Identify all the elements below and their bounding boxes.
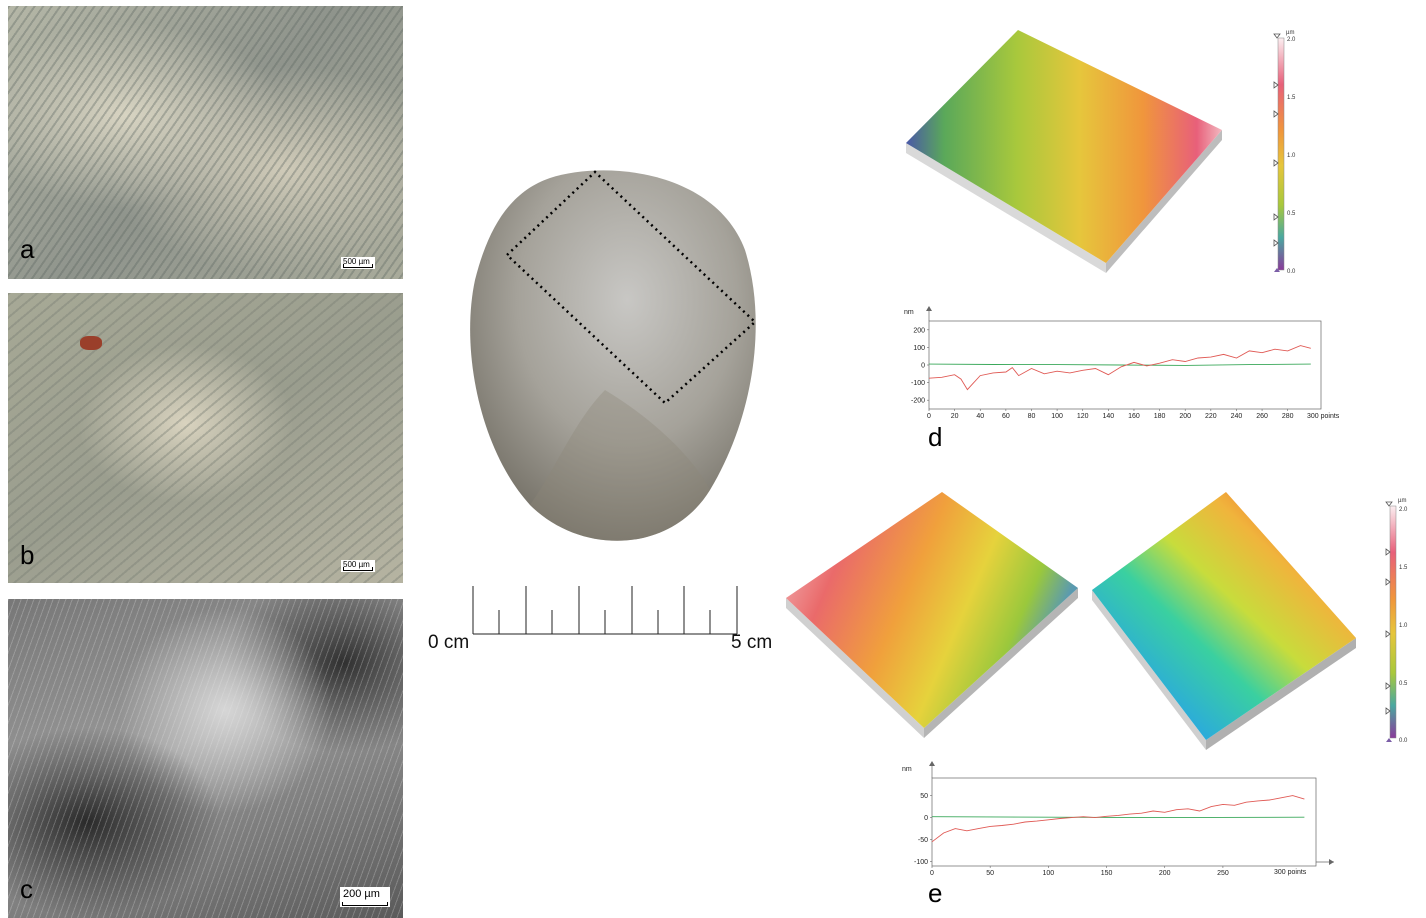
surface-d-side-left [906,143,1106,273]
colorbar-e-tick: 1.0 [1399,623,1408,629]
x-tick-label: 140 [1103,413,1115,420]
colorbar-e-tick: 1.5 [1399,565,1408,571]
x-tick-label: 260 [1256,413,1268,420]
x-tick-label: 240 [1231,413,1243,420]
x-tick-label: 200 [1179,413,1191,420]
surface-e-left-side [786,598,924,738]
surface-3d-d [906,30,1222,273]
surface-e-right-side2 [1206,638,1356,750]
profile-d-reference-line [928,363,1311,366]
x-tick-label: 200 [1159,870,1171,877]
panel-e-letter: e [928,878,943,908]
surface-e-left-side2 [924,588,1078,738]
surface-3d-e-right [1092,492,1356,750]
profile-d-y-ticks: 200 100 0 -100 -200 [911,327,929,405]
profile-e-unit: nm [902,766,912,773]
x-tick-label: 50 [986,870,994,877]
y-tick-label: 50 [920,793,928,800]
scale-bar-b: 500 µm [341,560,375,572]
ruler-start-label: 0 cm [428,632,470,653]
colorbar-d-tick: 1.0 [1287,153,1296,159]
micrograph-a [8,6,403,279]
surface-d-side-right [1106,130,1222,273]
micrograph-c [8,599,403,918]
x-tick-label: 80 [1028,413,1036,420]
y-tick-label: -50 [918,837,928,844]
x-tick-label: 0 [930,870,934,877]
colorbar-d-tick: 2.0 [1287,37,1296,43]
profile-e-reference-line [931,816,1305,819]
colorbar-d-unit: µm [1286,30,1294,36]
colorbar-d-tick: 0.0 [1287,269,1296,275]
profile-d-x-ticks: 0 20 40 60 80 100 120 140 160 180 200 220 240 260 280 [927,409,1294,420]
y-tick-label: 0 [921,363,925,370]
x-tick-label: 20 [951,413,959,420]
x-tick-label: 100 [1051,413,1063,420]
scale-label-c: 200 µm [343,888,380,900]
x-tick-label: 60 [1002,413,1010,420]
y-tick-label: -100 [911,380,925,387]
y-tick-label: -100 [914,859,928,866]
ruler-end-label: 5 cm [731,632,773,653]
profile-e-x-end-label: 300 points [1274,869,1307,876]
x-tick-label: 0 [927,413,931,420]
surface-e-left-top [786,492,1078,728]
profile-plot-d: nm 200 100 0 -100 -200 0 20 40 60 80 100 120 140 160… [904,306,1340,420]
x-tick-label: 160 [1128,413,1140,420]
profile-d-unit: nm [904,309,914,316]
y-tick-label: -200 [911,398,925,405]
x-tick-label: 250 [1217,870,1229,877]
scale-bar-a: 500 µm [341,257,375,269]
profile-e-x-ticks: 0 50 100 150 200 250 [930,866,1229,877]
colorbar-d-tick: 1.5 [1287,95,1296,101]
panel-a-letter: a [20,234,35,264]
colorbar-e-tick: 0.5 [1399,681,1408,687]
panel-c-letter: c [20,874,33,904]
surface-e-right-top [1092,492,1356,740]
colorbar-e: µm 2.0 1.5 1.0 0.5 0.0 [1385,498,1408,744]
y-tick-label: 100 [913,345,925,352]
profile-d-profile-line [928,345,1311,391]
x-tick-label: 280 [1282,413,1294,420]
colorbar-d-tick: 0.5 [1287,211,1296,217]
panel-d-letter: d [928,422,943,452]
micrograph-b [8,293,403,583]
profile-d-x-end-label: 300 points [1307,413,1340,420]
x-tick-label: 40 [976,413,984,420]
pebble-figure [470,170,757,541]
y-tick-label: 0 [924,815,928,822]
y-tick-label: 200 [913,327,925,334]
surface-3d-e-left [786,492,1078,738]
x-tick-label: 100 [1043,870,1055,877]
pebble-wear-zone [530,390,710,541]
surface-e-right-side [1092,590,1206,750]
profile-plot-e: nm 50 0 -50 -100 0 50 100 150 200 250 300 points [902,761,1334,877]
colorbar-e-unit: µm [1398,498,1406,504]
x-tick-label: 120 [1077,413,1089,420]
colorbar-e-tick: 0.0 [1399,738,1408,744]
scale-label-b: 500 µm [343,560,370,569]
x-tick-label: 150 [1101,870,1113,877]
cm-ruler [472,586,738,635]
profile-e-profile-line [931,795,1305,843]
pebble-shape [470,170,756,541]
profile-e-y-ticks: 50 0 -50 -100 [914,793,932,866]
surface-d-top [906,30,1222,263]
scale-bar-c: 200 µm [340,887,390,907]
colorbar-d: µm 2.0 1.5 1.0 0.5 0.0 [1273,30,1296,275]
scale-label-a: 500 µm [343,257,370,266]
x-tick-label: 220 [1205,413,1217,420]
red-inclusion [80,336,102,350]
x-tick-label: 180 [1154,413,1166,420]
panel-b-letter: b [20,540,35,570]
colorbar-e-tick: 2.0 [1399,507,1408,513]
